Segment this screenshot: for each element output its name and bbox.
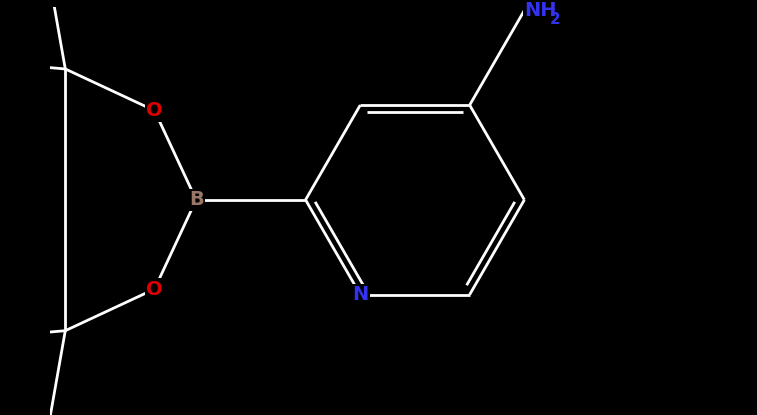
Text: O: O: [146, 280, 163, 298]
Text: O: O: [146, 101, 163, 120]
Text: 2: 2: [550, 12, 561, 27]
Text: NH: NH: [525, 1, 557, 20]
Text: B: B: [188, 190, 204, 209]
Text: N: N: [352, 285, 369, 304]
